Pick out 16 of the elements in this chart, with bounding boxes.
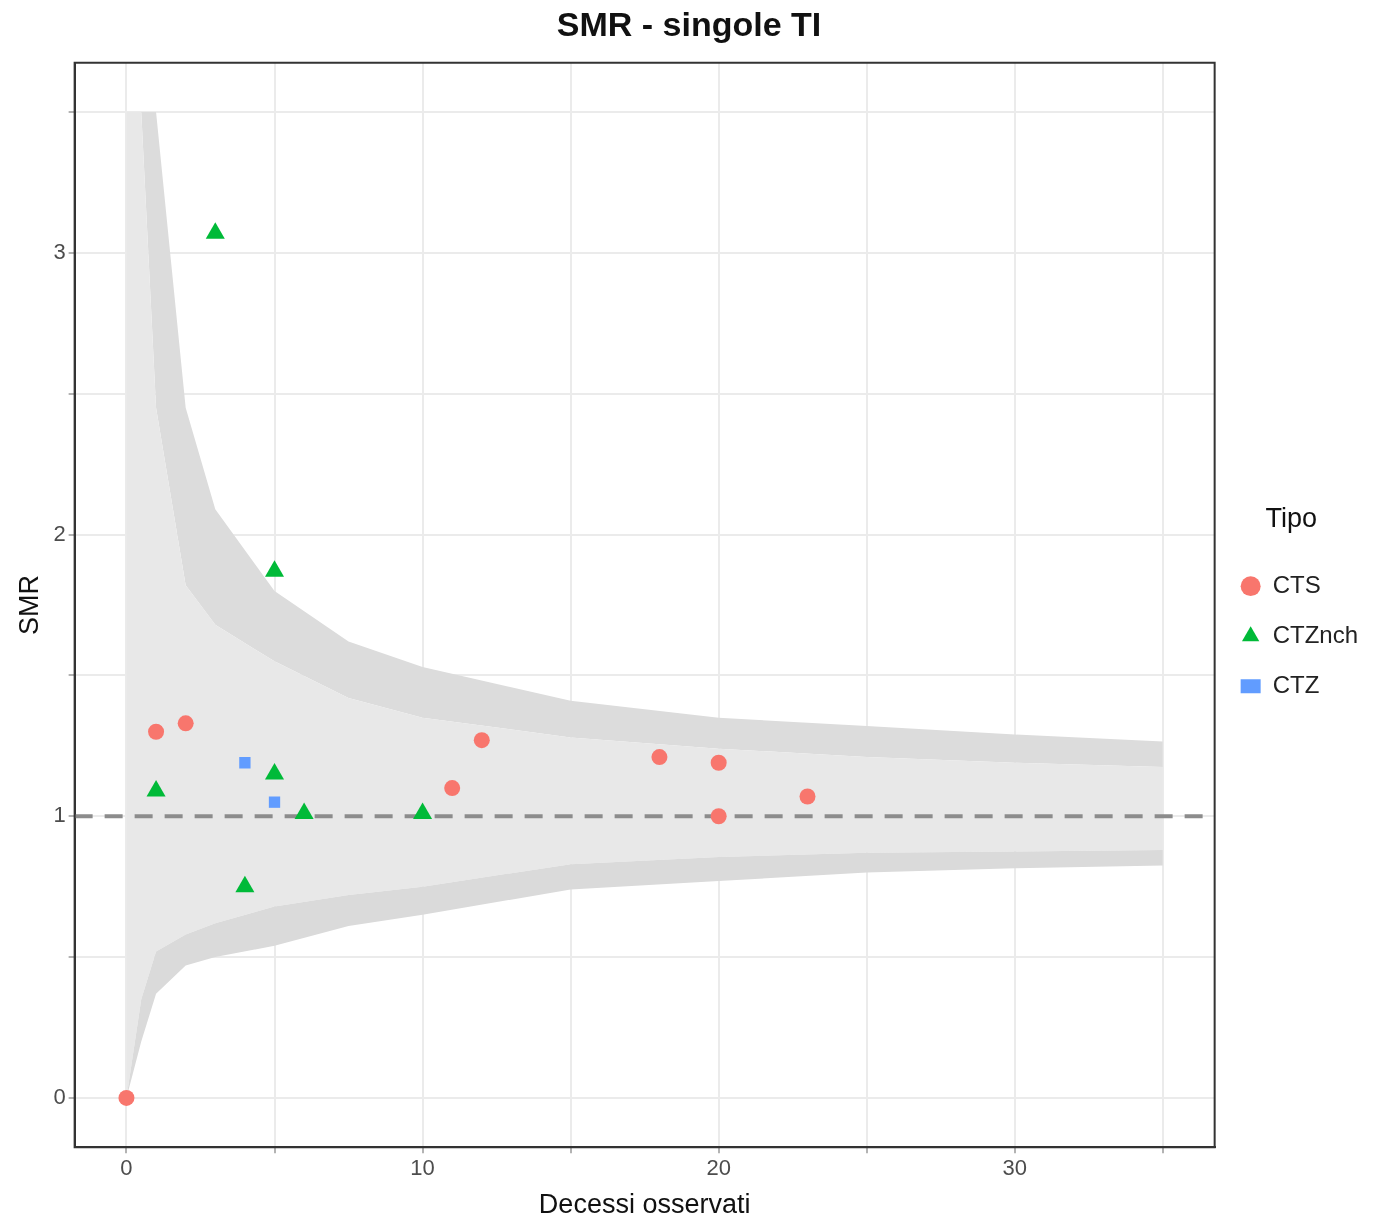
y-tick-label: 3 xyxy=(53,238,66,264)
legend-label: CTZnch xyxy=(1272,620,1359,648)
legend-label: CTZ xyxy=(1272,670,1320,698)
chart-title: SMR - singole TI xyxy=(556,4,822,43)
y-tick-label: 2 xyxy=(53,520,66,546)
x-tick-label: 10 xyxy=(410,1155,435,1181)
x-tick-label: 20 xyxy=(706,1155,731,1181)
y-tick-label: 0 xyxy=(53,1083,66,1109)
legend-title: Tipo xyxy=(1265,502,1318,533)
x-tick-label: 30 xyxy=(1002,1155,1028,1181)
legend-label: CTS xyxy=(1272,570,1321,598)
x-tick-label: 0 xyxy=(120,1155,133,1181)
point xyxy=(118,1089,135,1106)
y-tick-label: 1 xyxy=(53,802,66,828)
x-axis-title: Decessi osservati xyxy=(538,1189,751,1220)
y-axis-title: SMR xyxy=(13,575,44,635)
